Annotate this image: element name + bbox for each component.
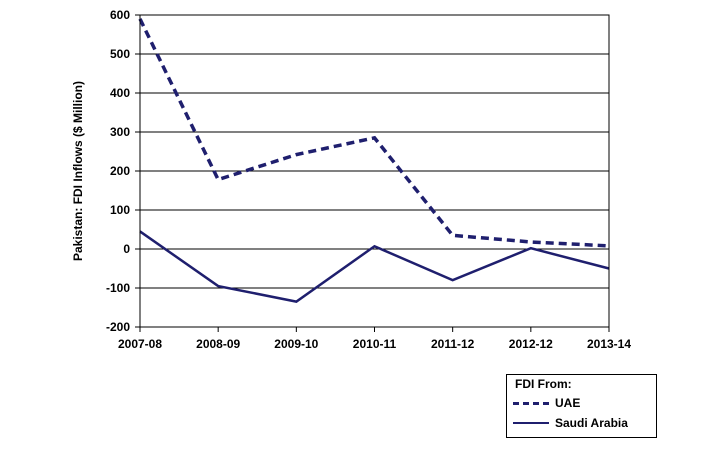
series-line-saudi-arabia bbox=[139, 230, 610, 303]
y-tick-label: 500 bbox=[110, 47, 130, 61]
y-tick-label: 200 bbox=[110, 164, 130, 178]
y-tick-label: 400 bbox=[110, 86, 130, 100]
x-tick-label: 2007-08 bbox=[118, 337, 162, 351]
y-tick-label: -200 bbox=[106, 320, 130, 334]
series-layer bbox=[138, 18, 610, 303]
x-tick-label: 2011-12 bbox=[431, 337, 475, 351]
legend-item-uae: UAE bbox=[513, 395, 580, 411]
axes: -200 -100 0 100 200 300 400 500 600 2007-08 2008-0… bbox=[106, 8, 631, 351]
legend-swatch-solid bbox=[513, 422, 549, 424]
legend-label: Saudi Arabia bbox=[555, 416, 628, 430]
y-tick-label: 600 bbox=[110, 8, 130, 22]
y-tick-label: 100 bbox=[110, 203, 130, 217]
legend-swatch-dashed bbox=[513, 401, 549, 405]
x-tick-label: 2010-11 bbox=[353, 337, 397, 351]
x-tick-label: 2009-10 bbox=[274, 337, 318, 351]
y-tick-label: 300 bbox=[110, 125, 130, 139]
x-tick-label: 2013-14 bbox=[587, 337, 631, 351]
y-tick-label: 0 bbox=[123, 242, 130, 256]
y-tick-label: -100 bbox=[106, 281, 130, 295]
x-tick-label: 2012-12 bbox=[509, 337, 553, 351]
y-axis-label: Pakistan: FDI Inflows ($ Million) bbox=[71, 81, 85, 261]
x-tick-label: 2008-09 bbox=[196, 337, 240, 351]
legend: FDI From: UAE Saudi Arabia bbox=[506, 374, 657, 438]
series-line-uae bbox=[138, 18, 610, 248]
legend-title: FDI From: bbox=[515, 377, 572, 391]
legend-item-saudi-arabia: Saudi Arabia bbox=[513, 415, 628, 431]
legend-label: UAE bbox=[555, 396, 581, 410]
